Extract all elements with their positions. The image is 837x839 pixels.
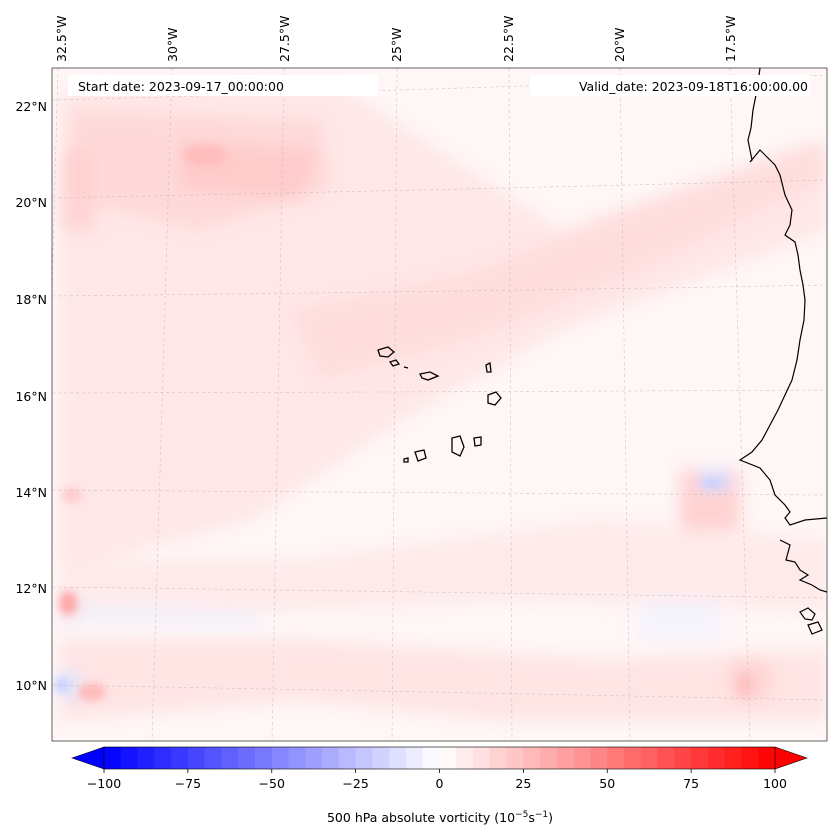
cape-verde-islands bbox=[377, 346, 502, 463]
colorbar-tick-label: 50 bbox=[599, 776, 615, 791]
colorbar-bin bbox=[187, 747, 206, 769]
colorbar-bin bbox=[674, 747, 692, 769]
colorbar-bin bbox=[758, 747, 776, 769]
colorbar-bin bbox=[707, 747, 726, 769]
colorbar-bin bbox=[741, 747, 759, 769]
colorbar-bin bbox=[137, 747, 155, 769]
valid-date-box: Valid_date: 2023-09-18T16:00:00.00 bbox=[530, 75, 810, 96]
colorbar-tick-label: −50 bbox=[259, 776, 285, 791]
colorbar-title: 500 hPa absolute vorticity (10−5s−1) bbox=[327, 810, 553, 825]
colorbar-bin bbox=[271, 747, 290, 769]
colorbar-tick-label: −100 bbox=[87, 776, 121, 791]
colorbar-bin bbox=[624, 747, 642, 769]
latitude-labels: 22°N 20°N 18°N 16°N 14°N 12°N 10°N bbox=[15, 99, 47, 693]
colorbar-bin bbox=[221, 747, 239, 769]
colorbar-bin bbox=[640, 747, 659, 769]
colorbar-bin bbox=[288, 747, 306, 769]
colorbar-bin bbox=[254, 747, 273, 769]
colorbar-tick-label: 75 bbox=[683, 776, 699, 791]
colorbar-tick-label: 0 bbox=[436, 776, 444, 791]
valid-date-text: Valid_date: 2023-09-18T16:00:00.00 bbox=[579, 79, 808, 94]
africa-coastline bbox=[738, 68, 827, 526]
colorbar-bin bbox=[473, 747, 491, 769]
colorbar-bin bbox=[724, 747, 742, 769]
colorbar-bin bbox=[238, 747, 256, 769]
start-date-box: Start date: 2023-09-17_00:00:00 bbox=[68, 75, 378, 96]
colorbar: −100 −75 −50 −25 0 25 50 75 100 500 hPa absolute… bbox=[71, 746, 808, 825]
lon-label: 30°W bbox=[165, 27, 180, 62]
colorbar-bin bbox=[556, 747, 575, 769]
colorbar-bin bbox=[104, 747, 122, 769]
colorbar-bin bbox=[372, 747, 390, 769]
lon-label: 17.5°W bbox=[723, 16, 738, 62]
gridlines bbox=[52, 68, 827, 741]
colorbar-bin bbox=[456, 747, 474, 769]
lat-label: 12°N bbox=[15, 581, 47, 596]
lon-label: 32.5°W bbox=[54, 16, 69, 62]
colorbar-bin bbox=[691, 747, 709, 769]
colorbar-bins bbox=[104, 747, 776, 769]
colorbar-bin bbox=[338, 747, 357, 769]
colorbar-bin bbox=[439, 747, 457, 769]
colorbar-bin bbox=[322, 747, 340, 769]
colorbar-bin bbox=[422, 747, 440, 769]
lon-label: 20°W bbox=[612, 27, 627, 62]
colorbar-tick-label: 100 bbox=[763, 776, 787, 791]
vorticity-field bbox=[60, 80, 827, 720]
colorbar-bin bbox=[171, 747, 189, 769]
colorbar-bin bbox=[506, 747, 524, 769]
map-panel: Start date: 2023-09-17_00:00:00 Valid_da… bbox=[52, 68, 827, 741]
lat-label: 14°N bbox=[15, 485, 47, 500]
vorticity-hotspots bbox=[54, 145, 754, 701]
lat-label: 18°N bbox=[15, 292, 47, 307]
lon-label: 25°W bbox=[389, 27, 404, 62]
colorbar-bin bbox=[305, 747, 323, 769]
africa-coast-islands bbox=[779, 539, 827, 635]
lat-label: 20°N bbox=[15, 195, 47, 210]
lon-label: 27.5°W bbox=[277, 16, 292, 62]
colorbar-bin bbox=[590, 747, 608, 769]
colorbar-bin bbox=[540, 747, 558, 769]
colorbar-tick-label: 25 bbox=[515, 776, 531, 791]
map-frame bbox=[51, 67, 828, 742]
colorbar-tick-label: −75 bbox=[175, 776, 201, 791]
colorbar-extend-max bbox=[774, 746, 808, 770]
lat-label: 22°N bbox=[15, 99, 47, 114]
colorbar-extend-min bbox=[71, 746, 105, 770]
colorbar-bin bbox=[204, 747, 222, 769]
colorbar-bin bbox=[573, 747, 591, 769]
colorbar-bin bbox=[389, 747, 407, 769]
colorbar-bin bbox=[489, 747, 508, 769]
colorbar-bin bbox=[355, 747, 373, 769]
colorbar-bin bbox=[405, 747, 424, 769]
colorbar-tick-label: −25 bbox=[342, 776, 368, 791]
longitude-labels: 32.5°W 30°W 27.5°W 25°W 22.5°W 20°W 17.5… bbox=[54, 16, 738, 62]
colorbar-bin bbox=[657, 747, 675, 769]
lat-label: 10°N bbox=[15, 678, 47, 693]
colorbar-bin bbox=[523, 747, 541, 769]
lat-label: 16°N bbox=[15, 389, 47, 404]
lon-label: 22.5°W bbox=[501, 16, 516, 62]
colorbar-bin bbox=[154, 747, 172, 769]
start-date-text: Start date: 2023-09-17_00:00:00 bbox=[78, 79, 284, 94]
colorbar-bin bbox=[607, 747, 625, 769]
colorbar-ticks: −100 −75 −50 −25 0 25 50 75 100 bbox=[87, 769, 787, 791]
colorbar-bin bbox=[120, 747, 139, 769]
